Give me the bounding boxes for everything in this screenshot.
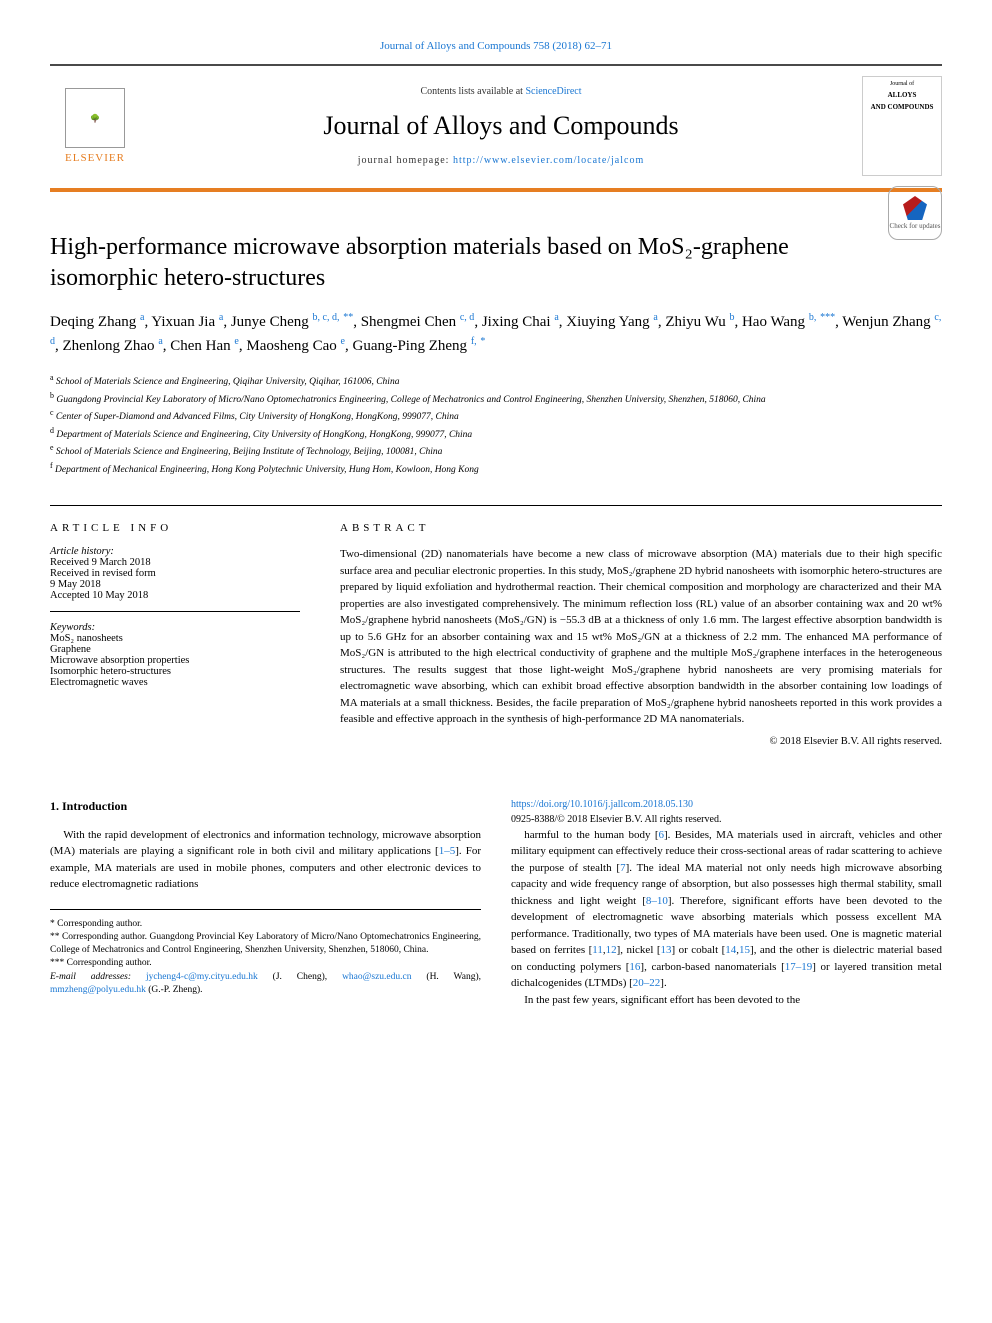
journal-header: 🌳 ELSEVIER Contents lists available at S…	[50, 64, 942, 192]
publisher-name: ELSEVIER	[65, 152, 125, 164]
author-list: Deqing Zhang a, Yixuan Jia a, Junye Chen…	[50, 310, 942, 358]
affiliation-line: b Guangdong Provincial Key Laboratory of…	[50, 390, 942, 407]
journal-title: Journal of Alloys and Compounds	[160, 111, 842, 141]
elsevier-logo: 🌳 ELSEVIER	[50, 81, 140, 171]
email-who-3: (G.-P. Zheng).	[146, 985, 203, 995]
footnote-c2: ** Corresponding author. Guangdong Provi…	[50, 931, 481, 958]
contents-prefix: Contents lists available at	[420, 86, 525, 97]
abstract-text: Two-dimensional (2D) nanomaterials have …	[340, 546, 942, 728]
affiliation-line: f Department of Mechanical Engineering, …	[50, 460, 942, 477]
history-line: Received 9 March 2018	[50, 557, 300, 568]
abstract-head: ABSTRACT	[340, 522, 942, 534]
check-updates-label: Check for updates	[890, 222, 941, 230]
intro-paragraph-1: With the rapid development of electronic…	[50, 827, 481, 893]
email-who-2: (H. Wang),	[412, 972, 482, 982]
article-info-head: ARTICLE INFO	[50, 522, 300, 534]
history-line: 9 May 2018	[50, 579, 300, 590]
keyword-line: MoS₂ nanosheets	[50, 633, 300, 644]
affiliation-line: c Center of Super-Diamond and Advanced F…	[50, 407, 942, 424]
cover-line1: Journal of	[890, 81, 914, 87]
history-label: Article history:	[50, 546, 300, 557]
elsevier-tree-icon: 🌳	[65, 88, 125, 148]
email-link-3[interactable]: mmzheng@polyu.edu.hk	[50, 985, 146, 995]
footnote-c1: * Corresponding author.	[50, 918, 481, 931]
footnote-c3: *** Corresponding author.	[50, 957, 481, 970]
homepage-prefix: journal homepage:	[358, 155, 453, 166]
cover-line3: AND COMPOUNDS	[871, 103, 934, 111]
affiliation-line: e School of Materials Science and Engine…	[50, 442, 942, 459]
intro-paragraph-3: In the past few years, significant effor…	[511, 992, 942, 1009]
cover-line2: ALLOYS	[888, 91, 917, 99]
email-addresses: E-mail addresses: jycheng4-c@my.cityu.ed…	[50, 971, 481, 998]
corresponding-author-footnotes: * Corresponding author. ** Corresponding…	[50, 909, 481, 998]
doi-block: https://doi.org/10.1016/j.jallcom.2018.0…	[511, 797, 942, 827]
abstract-copyright: © 2018 Elsevier B.V. All rights reserved…	[340, 736, 942, 747]
keyword-line: Electromagnetic waves	[50, 677, 300, 688]
journal-cover-thumbnail: Journal of ALLOYS AND COMPOUNDS	[862, 76, 942, 176]
history-line: Accepted 10 May 2018	[50, 590, 300, 601]
history-line: Received in revised form	[50, 568, 300, 579]
contents-available-line: Contents lists available at ScienceDirec…	[160, 86, 842, 97]
article-info-sidebar: ARTICLE INFO Article history: Received 9…	[50, 522, 300, 747]
email-link-2[interactable]: whao@szu.edu.cn	[342, 972, 411, 982]
emails-label: E-mail addresses:	[50, 972, 146, 982]
affiliation-line: a School of Materials Science and Engine…	[50, 372, 942, 389]
article-title: High-performance microwave absorption ma…	[50, 232, 942, 294]
keyword-line: Isomorphic hetero-structures	[50, 666, 300, 677]
check-updates-badge[interactable]: Check for updates	[888, 186, 942, 240]
affiliations: a School of Materials Science and Engine…	[50, 372, 942, 477]
email-link-1[interactable]: jycheng4-c@my.cityu.edu.hk	[146, 972, 258, 982]
doi-link[interactable]: https://doi.org/10.1016/j.jallcom.2018.0…	[511, 799, 693, 810]
keywords-label: Keywords:	[50, 622, 300, 633]
keyword-line: Graphene	[50, 644, 300, 655]
homepage-link[interactable]: http://www.elsevier.com/locate/jalcom	[453, 155, 644, 166]
issn-copyright: 0925-8388/© 2018 Elsevier B.V. All right…	[511, 814, 721, 825]
journal-reference: Journal of Alloys and Compounds 758 (201…	[50, 40, 942, 52]
email-who-1: (J. Cheng),	[258, 972, 342, 982]
keyword-line: Microwave absorption properties	[50, 655, 300, 666]
crossmark-icon	[903, 196, 927, 220]
abstract-column: ABSTRACT Two-dimensional (2D) nanomateri…	[340, 522, 942, 747]
intro-paragraph-2: harmful to the human body [6]. Besides, …	[511, 827, 942, 992]
introduction-heading: 1. Introduction	[50, 797, 481, 815]
sciencedirect-link[interactable]: ScienceDirect	[525, 86, 581, 97]
homepage-line: journal homepage: http://www.elsevier.co…	[160, 155, 842, 166]
affiliation-line: d Department of Materials Science and En…	[50, 425, 942, 442]
